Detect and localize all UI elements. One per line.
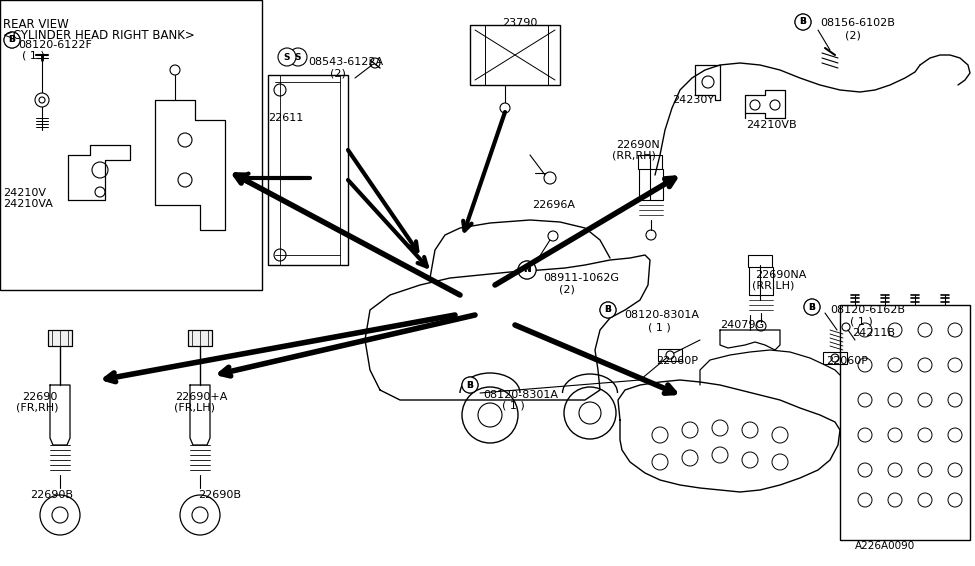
Bar xyxy=(268,75,348,265)
Text: 24210VB: 24210VB xyxy=(746,120,797,130)
Text: 08543-6122A: 08543-6122A xyxy=(308,57,383,67)
Circle shape xyxy=(600,302,616,318)
Text: 08120-8301A: 08120-8301A xyxy=(483,390,558,400)
Bar xyxy=(638,155,662,169)
Text: 08911-1062G: 08911-1062G xyxy=(543,273,619,283)
Text: S: S xyxy=(284,53,291,62)
Text: B: B xyxy=(800,18,806,27)
Text: (RR,RH): (RR,RH) xyxy=(612,151,656,161)
Text: 24079G: 24079G xyxy=(720,320,764,330)
Text: 08120-8301A: 08120-8301A xyxy=(624,310,699,320)
Circle shape xyxy=(795,14,811,30)
Bar xyxy=(748,255,772,267)
Text: ( 1 ): ( 1 ) xyxy=(850,317,873,327)
Text: 08156-6102B: 08156-6102B xyxy=(820,18,895,28)
Circle shape xyxy=(170,65,180,75)
Text: B: B xyxy=(604,306,611,315)
Circle shape xyxy=(804,299,820,315)
Text: 24210VA: 24210VA xyxy=(3,199,53,209)
Circle shape xyxy=(462,377,478,393)
Circle shape xyxy=(462,377,478,393)
Text: 22611: 22611 xyxy=(268,113,303,123)
Circle shape xyxy=(39,97,45,103)
Text: 24210V: 24210V xyxy=(3,188,46,198)
Circle shape xyxy=(4,32,20,48)
Text: ( 1 ): ( 1 ) xyxy=(22,51,45,61)
Text: B: B xyxy=(800,18,806,27)
Circle shape xyxy=(518,261,536,279)
Text: 22690B: 22690B xyxy=(198,490,241,500)
Bar xyxy=(658,349,682,361)
Text: B: B xyxy=(467,380,474,389)
Text: 08120-6162B: 08120-6162B xyxy=(830,305,905,315)
Circle shape xyxy=(666,351,674,359)
Circle shape xyxy=(600,302,616,318)
Text: B: B xyxy=(808,302,815,311)
Text: (RR,LH): (RR,LH) xyxy=(752,281,795,291)
Bar xyxy=(823,352,847,364)
Circle shape xyxy=(289,48,307,66)
Text: B: B xyxy=(467,380,474,389)
Text: 24211B: 24211B xyxy=(852,328,895,338)
Text: ( 1 ): ( 1 ) xyxy=(502,401,525,411)
Text: (2): (2) xyxy=(845,30,861,40)
Text: 22060P: 22060P xyxy=(826,356,868,366)
Text: 22696A: 22696A xyxy=(532,200,575,210)
Bar xyxy=(840,305,970,540)
Text: ( 1 ): ( 1 ) xyxy=(648,322,671,332)
Text: N: N xyxy=(524,265,530,275)
Circle shape xyxy=(795,14,811,30)
Text: (2): (2) xyxy=(559,284,575,294)
Bar xyxy=(188,330,212,346)
Text: 22690B: 22690B xyxy=(30,490,73,500)
Text: 08120-6122F: 08120-6122F xyxy=(18,40,92,50)
Text: S: S xyxy=(294,53,301,62)
Bar xyxy=(48,330,72,346)
Circle shape xyxy=(500,103,510,113)
Text: REAR VIEW: REAR VIEW xyxy=(3,18,69,31)
Circle shape xyxy=(278,48,296,66)
Circle shape xyxy=(831,354,839,362)
Text: B: B xyxy=(604,306,611,315)
Text: A226A0090: A226A0090 xyxy=(855,541,916,551)
Text: 24230Y: 24230Y xyxy=(672,95,714,105)
Text: B: B xyxy=(808,302,815,311)
Text: <CYLINDER HEAD RIGHT BANK>: <CYLINDER HEAD RIGHT BANK> xyxy=(3,29,195,42)
Bar xyxy=(470,25,560,85)
Bar xyxy=(48,330,72,346)
Text: 22690N: 22690N xyxy=(616,140,660,150)
Bar xyxy=(0,0,262,290)
Text: B: B xyxy=(9,36,16,45)
Circle shape xyxy=(35,93,49,107)
Text: (FR,LH): (FR,LH) xyxy=(174,403,215,413)
Text: (2): (2) xyxy=(330,68,346,78)
Text: N: N xyxy=(524,265,530,275)
Circle shape xyxy=(544,172,556,184)
Text: B: B xyxy=(9,36,16,45)
Text: 22690: 22690 xyxy=(22,392,58,402)
Text: (FR,RH): (FR,RH) xyxy=(16,403,58,413)
Text: 22690NA: 22690NA xyxy=(755,270,806,280)
Text: 23790: 23790 xyxy=(502,18,537,28)
Circle shape xyxy=(804,299,820,315)
Bar xyxy=(188,330,212,346)
Text: 22060P: 22060P xyxy=(656,356,698,366)
Circle shape xyxy=(518,261,536,279)
Circle shape xyxy=(4,32,20,48)
Text: 22690+A: 22690+A xyxy=(175,392,227,402)
